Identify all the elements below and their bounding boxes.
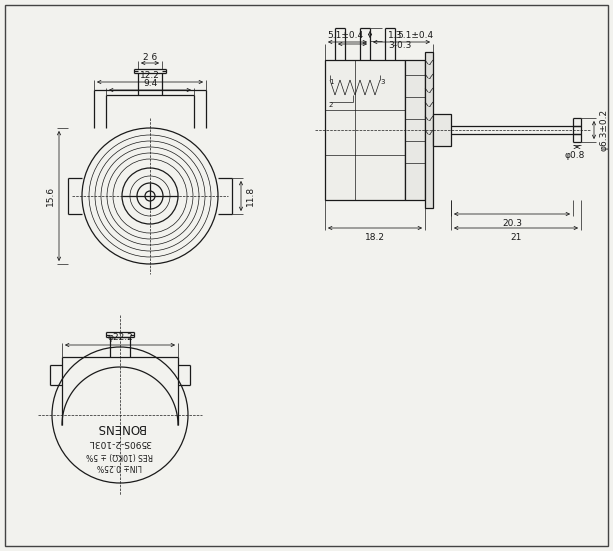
Text: 5.1±0.4: 5.1±0.4: [327, 31, 363, 41]
Text: φ6.3±0.2: φ6.3±0.2: [600, 109, 609, 151]
Bar: [405, 60, 425, 200]
Text: 3-0.3: 3-0.3: [388, 41, 411, 51]
Text: 11.8: 11.8: [245, 186, 254, 206]
Bar: [425, 52, 433, 208]
Text: 15.6: 15.6: [45, 186, 55, 206]
Text: 20.3: 20.3: [502, 219, 522, 228]
Text: 9.4: 9.4: [143, 79, 157, 89]
Text: RES (10KΩ) ± 5%: RES (10KΩ) ± 5%: [86, 451, 153, 460]
Text: 21: 21: [510, 233, 522, 241]
Text: BONENS: BONENS: [95, 420, 145, 434]
Text: 12.2: 12.2: [140, 71, 160, 79]
Text: 2: 2: [329, 102, 333, 108]
Text: φ22.2: φ22.2: [107, 332, 133, 342]
Text: 3590S-2-103L: 3590S-2-103L: [88, 437, 151, 446]
Text: 1.3: 1.3: [388, 30, 402, 40]
Text: φ0.8: φ0.8: [565, 152, 585, 160]
Bar: [433, 114, 451, 146]
Text: 5.1±0.4: 5.1±0.4: [397, 31, 433, 41]
Bar: [325, 60, 405, 200]
Text: 1: 1: [329, 79, 333, 85]
Text: 2 6: 2 6: [143, 52, 157, 62]
Text: 3: 3: [381, 79, 385, 85]
Text: 18.2: 18.2: [365, 233, 385, 241]
Text: LIN± 0.25%: LIN± 0.25%: [97, 462, 142, 472]
